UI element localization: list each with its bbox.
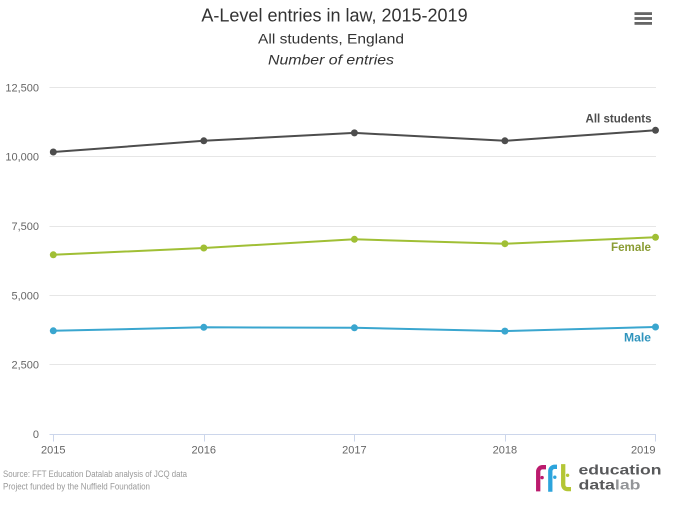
svg-text:10,000: 10,000 xyxy=(5,152,39,164)
svg-text:All students: All students xyxy=(586,112,652,126)
svg-text:Male: Male xyxy=(624,331,651,345)
svg-text:5,000: 5,000 xyxy=(11,290,39,302)
svg-text:2018: 2018 xyxy=(493,445,517,457)
svg-text:A-Level entries in law, 2015-2: A-Level entries in law, 2015-2019 xyxy=(201,6,467,26)
svg-text:7,500: 7,500 xyxy=(11,221,39,233)
svg-text:All students, England: All students, England xyxy=(258,31,404,47)
svg-text:education: education xyxy=(579,461,662,477)
svg-text:12,500: 12,500 xyxy=(5,82,39,94)
svg-text:2017: 2017 xyxy=(342,445,366,457)
svg-text:2019: 2019 xyxy=(631,445,655,457)
svg-text:Female: Female xyxy=(611,240,651,254)
svg-text:Project funded by the Nuffield: Project funded by the Nuffield Foundatio… xyxy=(3,482,150,492)
svg-text:2,500: 2,500 xyxy=(11,360,39,372)
svg-text:Source: FFT Education Datalab: Source: FFT Education Datalab analysis o… xyxy=(3,469,187,479)
svg-text:2015: 2015 xyxy=(41,445,65,457)
svg-text:0: 0 xyxy=(33,429,39,441)
svg-text:2016: 2016 xyxy=(192,445,216,457)
svg-text:Number of entries: Number of entries xyxy=(268,52,394,68)
